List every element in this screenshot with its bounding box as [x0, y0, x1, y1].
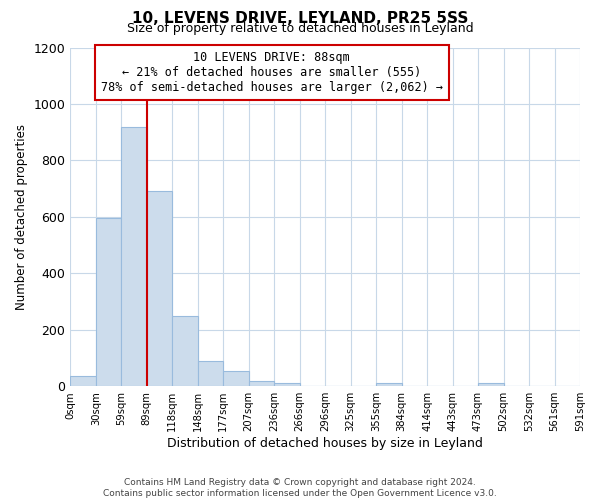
X-axis label: Distribution of detached houses by size in Leyland: Distribution of detached houses by size … [167, 437, 483, 450]
Text: Contains HM Land Registry data © Crown copyright and database right 2024.
Contai: Contains HM Land Registry data © Crown c… [103, 478, 497, 498]
Bar [376, 384, 401, 386]
Bar [248, 380, 274, 386]
Bar [96, 218, 121, 386]
Text: 10 LEVENS DRIVE: 88sqm
← 21% of detached houses are smaller (555)
78% of semi-de: 10 LEVENS DRIVE: 88sqm ← 21% of detached… [101, 51, 443, 94]
Bar [223, 370, 248, 386]
Y-axis label: Number of detached properties: Number of detached properties [15, 124, 28, 310]
Text: 10, LEVENS DRIVE, LEYLAND, PR25 5SS: 10, LEVENS DRIVE, LEYLAND, PR25 5SS [132, 11, 468, 26]
Bar [198, 361, 223, 386]
Bar [121, 126, 147, 386]
Bar [70, 376, 96, 386]
Bar [147, 192, 172, 386]
Bar [172, 316, 198, 386]
Text: Size of property relative to detached houses in Leyland: Size of property relative to detached ho… [127, 22, 473, 35]
Bar [478, 384, 503, 386]
Bar [274, 384, 299, 386]
